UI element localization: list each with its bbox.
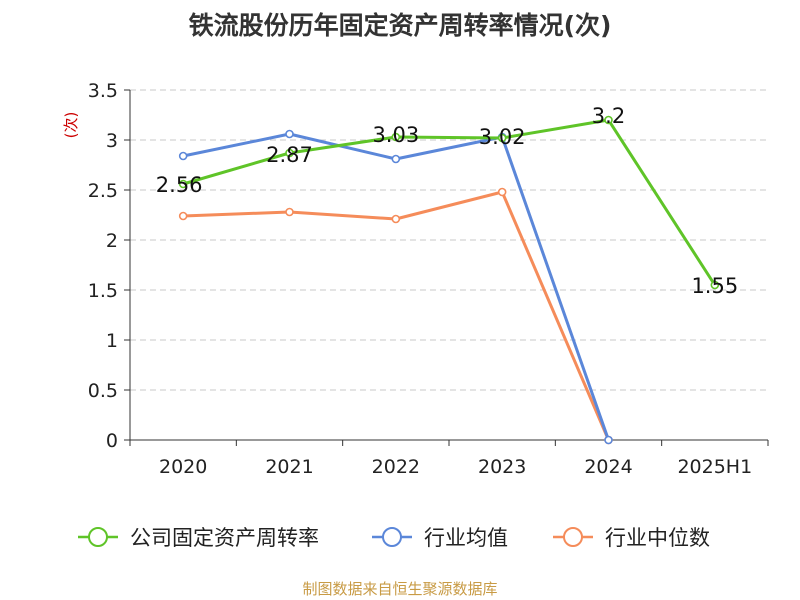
x-tick-label: 2025H1	[677, 456, 752, 478]
x-tick-label: 2023	[478, 456, 526, 478]
data-point	[710, 280, 720, 290]
y-tick-label: 3	[106, 130, 118, 152]
source-note: 制图数据来自恒生聚源数据库	[302, 580, 498, 598]
data-label: 2.56	[156, 173, 203, 197]
y-axis-label: (次)	[62, 112, 80, 139]
data-label: 3.03	[372, 123, 419, 147]
data-label: 1.55	[691, 274, 738, 298]
legend-label: 行业中位数	[605, 526, 710, 550]
y-tick-label: 3.5	[88, 80, 118, 102]
data-point	[391, 132, 401, 142]
chart-title: 铁流股份历年固定资产周转率情况(次)	[188, 11, 612, 40]
y-tick-label: 0	[106, 430, 118, 452]
y-tick-label: 1	[106, 330, 118, 352]
y-tick-label: 0.5	[88, 380, 118, 402]
legend-label: 行业均值	[424, 526, 508, 550]
x-tick-label: 2022	[372, 456, 420, 478]
legend-label: 公司固定资产周转率	[130, 526, 319, 550]
data-point	[178, 211, 188, 221]
series-line	[183, 190, 610, 441]
x-tick-label: 2020	[159, 456, 207, 478]
data-point	[604, 435, 613, 445]
data-point	[604, 115, 613, 125]
data-point	[178, 179, 188, 189]
data-point	[285, 129, 294, 139]
legend-marker	[563, 527, 583, 547]
x-tick-label: 2024	[584, 456, 632, 478]
data-label: 2.87	[266, 143, 313, 167]
x-tick-label: 2021	[265, 456, 313, 478]
data-point	[178, 151, 188, 161]
y-tick-label: 2.5	[88, 180, 118, 202]
data-point	[285, 207, 294, 217]
data-label: 3.2	[592, 104, 625, 128]
y-tick-label: 2	[106, 230, 118, 252]
data-point	[497, 133, 507, 143]
data-label: 3.02	[479, 125, 526, 149]
legend-marker	[88, 527, 108, 547]
data-point	[497, 187, 507, 197]
y-tick-label: 1.5	[88, 280, 118, 302]
series-line	[182, 132, 610, 441]
data-point	[285, 148, 294, 158]
data-point	[391, 154, 401, 164]
series-line	[182, 118, 717, 286]
legend-marker	[382, 527, 402, 547]
data-point	[391, 214, 401, 224]
